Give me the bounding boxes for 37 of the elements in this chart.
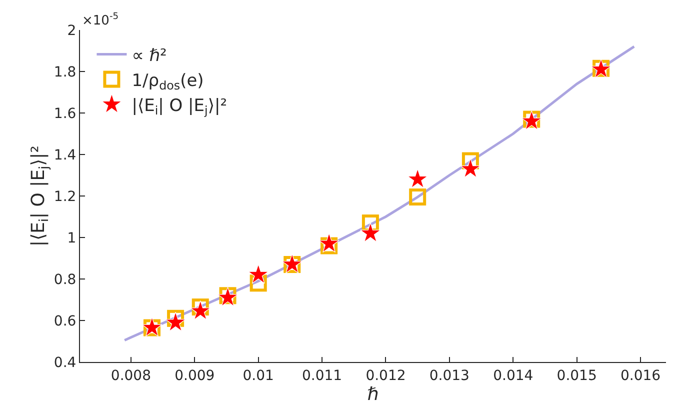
- point: [192, 298, 209, 316]
- point: [320, 237, 338, 254]
- text: ×10$^{-5}$: [82, 12, 119, 28]
- point: [318, 232, 340, 253]
- y-tick-label: 1.8: [54, 64, 76, 80]
- legend-label: ∝ ℏ²: [132, 46, 167, 66]
- y-tick-label: 1.4: [54, 147, 76, 164]
- x-axis-title: ℏ: [367, 384, 379, 405]
- x-tick-label: 0.009: [174, 368, 215, 384]
- legend-label: |⟨E$_{i}$| O |E$_{j}$⟩|²: [132, 96, 228, 118]
- y-tick-label: 1.2: [54, 188, 76, 205]
- x-tick-label: 0.012: [366, 368, 406, 384]
- point: [407, 168, 428, 188]
- point: [460, 158, 481, 178]
- x-tick-label: 0.014: [493, 368, 534, 384]
- point: [462, 152, 479, 170]
- y-tick-label: 0.8: [54, 272, 76, 288]
- x-tick-label: 0.011: [302, 368, 342, 384]
- point: [190, 300, 211, 320]
- point: [167, 310, 184, 327]
- y-tick-label: 1.6: [54, 106, 76, 122]
- x-tick-label: 0.016: [620, 368, 661, 384]
- x-tick-label: 0.01: [242, 368, 274, 384]
- point: [362, 214, 379, 232]
- y-tick-label: 1: [67, 230, 76, 246]
- x-tick-label: 0.008: [110, 368, 152, 384]
- point: [360, 222, 381, 242]
- legend-label: 1/ρ$_{dos}$(e): [132, 70, 204, 92]
- y-tick-label: 0.6: [54, 313, 76, 330]
- point: [248, 264, 269, 284]
- x-tick-label: 0.013: [429, 368, 470, 384]
- x-tick-label: 0.015: [556, 368, 597, 384]
- y-tick-label: 2: [67, 22, 76, 39]
- y-tick-label: 0.4: [54, 354, 76, 371]
- point: [250, 274, 267, 292]
- point: [165, 312, 186, 332]
- point: [409, 188, 426, 206]
